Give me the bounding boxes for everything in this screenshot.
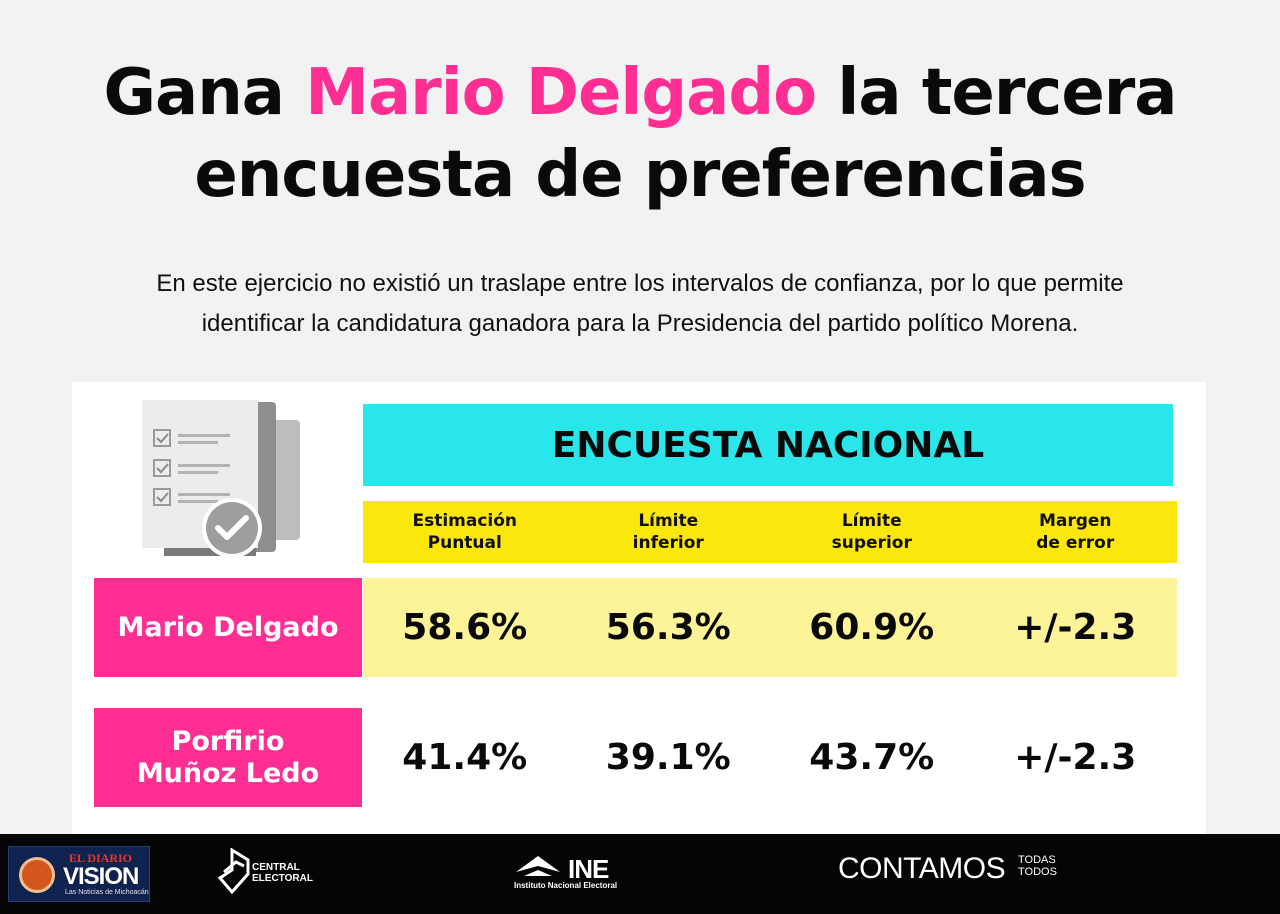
value-margin: +/-2.3 xyxy=(1014,737,1137,778)
column-header-estimate: Estimación Puntual xyxy=(412,511,518,553)
candidate-name: Mario Delgado xyxy=(94,578,362,677)
column-header-row: Estimación Puntual Límite inferior Límit… xyxy=(363,501,1177,563)
vision-logo-top: EL DIARIO xyxy=(69,851,133,865)
headline-line-2: encuesta de preferencias xyxy=(194,138,1086,212)
value-estimate: 41.4% xyxy=(402,737,528,778)
central-electoral-text: CENTRAL ELECTORAL xyxy=(252,862,313,884)
contamos-logo: CONTAMOS TODAS TODOS xyxy=(838,852,1078,892)
ine-logo-subtitle: Instituto Nacional Electoral xyxy=(514,881,618,890)
column-header-upper: Límite superior xyxy=(831,511,912,553)
table-header-title: ENCUESTA NACIONAL xyxy=(551,424,985,466)
checkmark-badge-icon xyxy=(202,498,262,558)
ballot-box-icon xyxy=(217,847,250,895)
el-diario-vision-logo: EL DIARIO VISION Las Noticias de Michoac… xyxy=(8,846,150,902)
value-upper: 60.9% xyxy=(809,607,935,648)
subtitle: En este ejercicio no existió un traslape… xyxy=(60,264,1220,344)
headline: Gana Mario Delgado la tercera encuesta d… xyxy=(0,52,1280,216)
headline-line-1: Gana Mario Delgado la tercera xyxy=(0,52,1280,134)
contamos-logo-side: TODAS TODOS xyxy=(1018,854,1057,878)
vision-logo-tagline: Las Noticias de Michoacán xyxy=(65,889,149,896)
table-row: 41.4% 39.1% 43.7% +/-2.3 xyxy=(363,708,1177,807)
value-margin: +/-2.3 xyxy=(1014,607,1137,648)
value-estimate: 58.6% xyxy=(402,607,528,648)
vision-globe-icon xyxy=(19,857,55,893)
central-electoral-logo: CENTRAL ELECTORAL xyxy=(217,847,318,898)
ine-eagle-icon xyxy=(516,856,560,876)
checklist-document-icon xyxy=(142,400,300,558)
value-lower: 39.1% xyxy=(605,737,731,778)
table-row: 58.6% 56.3% 60.9% +/-2.3 xyxy=(363,578,1177,677)
contamos-logo-main: CONTAMOS xyxy=(838,852,1006,885)
table-header: ENCUESTA NACIONAL xyxy=(363,404,1173,486)
headline-highlight: Mario Delgado xyxy=(305,56,817,130)
headline-text-2: la tercera xyxy=(816,56,1177,130)
value-upper: 43.7% xyxy=(809,737,935,778)
ine-logo: INE Instituto Nacional Electoral xyxy=(512,850,632,900)
ine-logo-mark: INE xyxy=(568,854,609,884)
candidate-name: Porfirio Muñoz Ledo xyxy=(94,708,362,807)
headline-text-1: Gana xyxy=(103,56,306,130)
vision-logo-main: VISION xyxy=(63,863,139,890)
column-header-lower: Límite inferior xyxy=(632,511,704,553)
subtitle-line-2: identificar la candidatura ganadora para… xyxy=(201,310,1079,337)
footer-bar: EL DIARIO VISION Las Noticias de Michoac… xyxy=(0,834,1280,914)
column-header-margin: Margen de error xyxy=(1036,511,1115,553)
subtitle-line-1: En este ejercicio no existió un traslape… xyxy=(156,270,1124,297)
value-lower: 56.3% xyxy=(605,607,731,648)
